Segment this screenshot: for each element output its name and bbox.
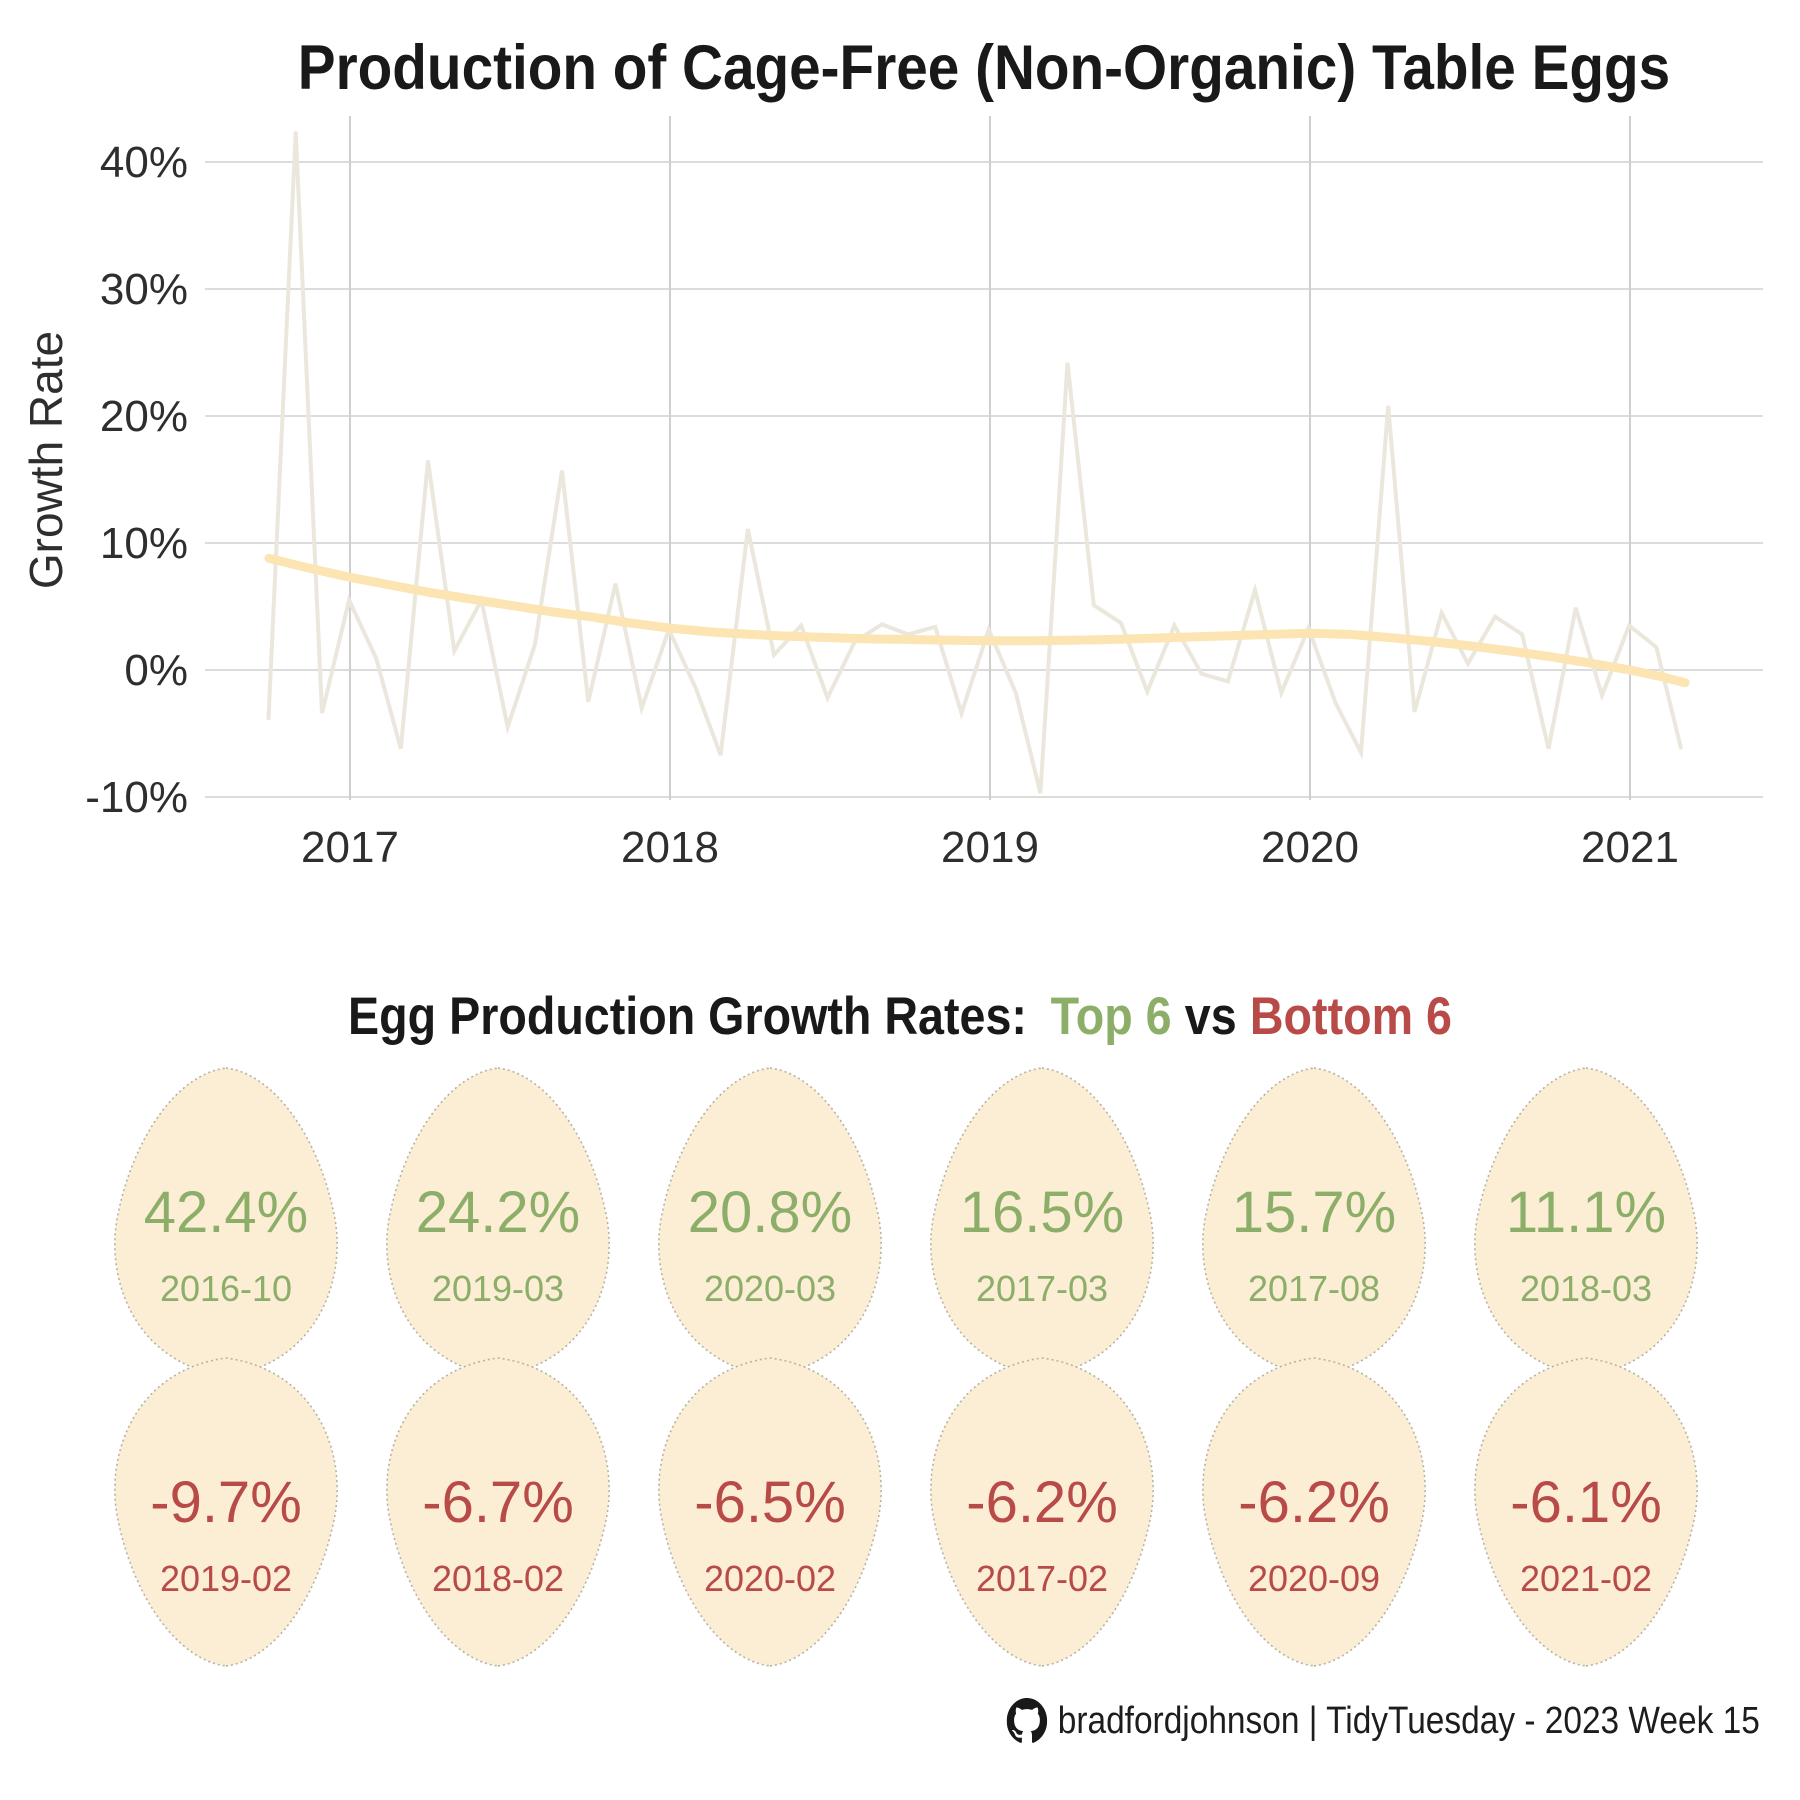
github-icon [1006,1698,1048,1743]
egg-bottom-3-value: -6.5% [694,1470,846,1535]
egg-top-1: 42.4% 2016-10 [114,1067,338,1377]
egg-top-1-date: 2016-10 [160,1268,292,1309]
horizontal-gridlines [205,161,1763,798]
egg-shape [1474,1357,1698,1667]
egg-bottom-4-date: 2017-02 [976,1558,1108,1599]
monthly-growth-line [266,131,1683,794]
y-tick-label: 40% [100,138,188,187]
top6-egg-row: 42.4% 2016-10 24.2% 2019-03 20.8% 2020-03 16.5… [114,1067,1698,1377]
egg-bottom-6: -6.1% 2021-02 [1474,1357,1698,1667]
y-tick-label: 10% [100,519,188,568]
egg-bottom-4: -6.2% 2017-02 [930,1357,1154,1667]
egg-bottom-1-value: -9.7% [150,1470,302,1535]
y-tick-label: -10% [85,773,188,822]
egg-top-2-date: 2019-03 [432,1268,564,1309]
egg-shape [1202,1357,1426,1667]
egg-shape [930,1357,1154,1667]
x-axis-tick-labels: 2017 2018 2019 2020 2021 [301,823,1679,872]
egg-shape [658,1357,882,1667]
egg-bottom-2-value: -6.7% [422,1470,574,1535]
smoothed-trend-line [264,553,1690,688]
egg-top-4-value: 16.5% [960,1180,1124,1245]
egg-bottom-3-date: 2020-02 [704,1558,836,1599]
y-tick-label: 0% [124,646,188,695]
egg-shape [114,1357,338,1667]
egg-top-4: 16.5% 2017-03 [930,1067,1154,1377]
eggs-subtitle: Egg Production Growth Rates: Top 6 vs Bo… [108,986,1692,1047]
vs-label: vs [1184,987,1237,1046]
top6-label: Top 6 [1050,987,1172,1046]
footer-credit-text: bradfordjohnson | TidyTuesday - 2023 Wee… [1057,1699,1760,1742]
x-tick-label: 2019 [941,823,1039,872]
y-tick-label: 30% [100,265,188,314]
y-axis-tick-labels: 40% 30% 20% 10% 0% -10% [85,138,188,822]
egg-bottom-1: -9.7% 2019-02 [114,1357,338,1667]
bottom6-label: Bottom 6 [1249,987,1452,1046]
egg-top-3-value: 20.8% [688,1180,852,1245]
egg-bottom-1-date: 2019-02 [160,1558,292,1599]
egg-bottom-3: -6.5% 2020-02 [658,1357,882,1667]
vertical-gridlines [349,116,1631,800]
egg-top-5-date: 2017-08 [1248,1268,1380,1309]
egg-top-2: 24.2% 2019-03 [386,1067,610,1377]
bottom6-egg-row: -9.7% 2019-02 -6.7% 2018-02 -6.5% 2020-02 -6.2… [114,1357,1698,1667]
eggs-subtitle-prefix: Egg Production Growth Rates: [348,987,1027,1046]
egg-top-6: 11.1% 2018-03 [1474,1067,1698,1377]
x-tick-label: 2020 [1261,823,1359,872]
egg-top-1-value: 42.4% [144,1180,308,1245]
x-tick-label: 2018 [621,823,719,872]
egg-top-4-date: 2017-03 [976,1268,1108,1309]
egg-bottom-6-date: 2021-02 [1520,1558,1652,1599]
egg-top-6-value: 11.1% [1506,1180,1666,1245]
egg-bottom-5-value: -6.2% [1238,1470,1390,1535]
footer-credit: bradfordjohnson | TidyTuesday - 2023 Wee… [1006,1698,1760,1744]
egg-top-6-date: 2018-03 [1520,1268,1652,1309]
egg-top-5-value: 15.7% [1232,1180,1396,1245]
y-tick-label: 20% [100,392,188,441]
y-axis-title: Growth Rate [20,331,72,589]
egg-bottom-6-value: -6.1% [1510,1470,1662,1535]
chart-title: Production of Cage-Free (Non-Organic) Ta… [297,33,1671,103]
egg-bottom-2-date: 2018-02 [432,1558,564,1599]
egg-top-3: 20.8% 2020-03 [658,1067,882,1377]
egg-shape [386,1357,610,1667]
egg-top-2-value: 24.2% [416,1180,580,1245]
egg-top-3-date: 2020-03 [704,1268,836,1309]
egg-bottom-5: -6.2% 2020-09 [1202,1357,1426,1667]
egg-bottom-4-value: -6.2% [966,1470,1118,1535]
egg-top-5: 15.7% 2017-08 [1202,1067,1426,1377]
growth-rate-line-chart: 40%30%20%10%0%-10% 2017 2018 2019 2020 2021 … [20,116,1763,872]
egg-stats-grid: 42.4% 2016-10 24.2% 2019-03 20.8% 2020-03 16.5… [114,1067,1698,1667]
x-tick-label: 2021 [1581,823,1679,872]
x-tick-label: 2017 [301,823,399,872]
egg-bottom-5-date: 2020-09 [1248,1558,1380,1599]
egg-bottom-2: -6.7% 2018-02 [386,1357,610,1667]
